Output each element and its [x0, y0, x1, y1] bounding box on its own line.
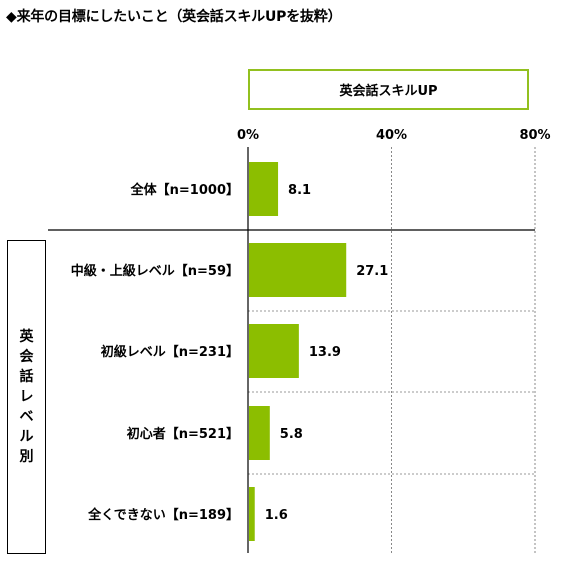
- x-tick-label: 0%: [237, 128, 259, 143]
- category-label: 中級・上級レベル【n=59】: [71, 263, 239, 279]
- data-label: 27.1: [356, 264, 388, 279]
- data-label: 13.9: [309, 345, 341, 360]
- category-label: 初心者【n=521】: [127, 426, 239, 442]
- group-label: 英会話レベル別: [19, 329, 34, 465]
- x-tick-label: 40%: [376, 128, 407, 143]
- data-label: 1.6: [265, 508, 288, 523]
- bar: [249, 324, 299, 378]
- data-label: 8.1: [288, 183, 311, 198]
- x-tick-label: 80%: [519, 128, 550, 143]
- data-label: 5.8: [280, 427, 303, 442]
- group-label-box: 英会話レベル別: [7, 240, 46, 554]
- bar: [249, 487, 255, 541]
- category-label: 初級レベル【n=231】: [101, 344, 239, 360]
- chart-title: ◆来年の目標にしたいこと（英会話スキルUPを抜粋）: [6, 9, 342, 25]
- series-label-box: 英会話スキルUP: [248, 69, 529, 110]
- bar: [249, 243, 347, 297]
- series-name: 英会話スキルUP: [339, 84, 438, 99]
- category-label: 全くできない【n=189】: [87, 507, 239, 523]
- bar: [249, 406, 270, 460]
- bar: [249, 162, 279, 216]
- category-label: 全体【n=1000】: [130, 182, 239, 198]
